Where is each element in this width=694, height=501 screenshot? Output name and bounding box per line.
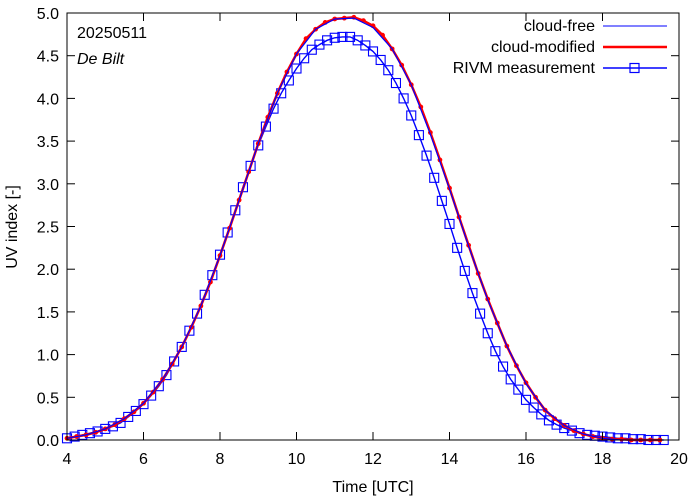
legend-marker-rivm-measurement (629, 62, 640, 74)
data-point-rivm-measurement (375, 54, 386, 66)
data-point-rivm-measurement (383, 65, 394, 76)
data-point-rivm-measurement (130, 405, 141, 417)
data-point-rivm-measurement (169, 356, 180, 367)
data-point-rivm-measurement (444, 218, 455, 229)
data-point-rivm-measurement (528, 402, 539, 413)
data-point-rivm-measurement (138, 399, 149, 410)
data-point-rivm-measurement (360, 40, 371, 51)
data-point-rivm-measurement (436, 195, 447, 206)
data-point-rivm-measurement (390, 77, 402, 89)
x-tick-label: 16 (517, 451, 535, 468)
x-tick-label: 12 (364, 451, 382, 468)
x-tick-label: 8 (216, 451, 225, 468)
data-point-rivm-measurement (452, 242, 463, 253)
data-point-rivm-measurement (429, 172, 440, 183)
x-tick-label: 10 (288, 451, 306, 468)
y-tick-label: 0.0 (37, 433, 59, 450)
data-point-rivm-measurement (153, 381, 164, 392)
data-point-rivm-measurement (421, 150, 432, 161)
annotation-station: De Bilt (77, 51, 125, 68)
y-axis-title: UV index [-] (4, 185, 21, 269)
y-tick-label: 0.5 (37, 390, 59, 407)
data-point-rivm-measurement (520, 394, 532, 405)
data-point-rivm-measurement (245, 160, 256, 171)
ticks-layer: 4 6 8 10 12 14 16 18 20 0.0 0.5 1.0 1.5 2.0 2.5 3.0 3.5 4… (37, 6, 688, 468)
annotation-date: 20250511 (77, 25, 147, 42)
data-point-cloud-modified (619, 436, 625, 442)
data-point-rivm-measurement (176, 341, 187, 352)
data-point-rivm-measurement (513, 384, 524, 395)
data-point-rivm-measurement (497, 361, 509, 372)
data-point-rivm-measurement (352, 35, 363, 46)
legend-label-cloud-free: cloud-free (524, 18, 595, 35)
series-line-cloud-free (66, 17, 660, 441)
x-tick-label: 18 (594, 451, 612, 468)
data-point-rivm-measurement (367, 46, 379, 57)
x-tick-label: 14 (441, 451, 459, 468)
y-tick-label: 2.5 (37, 220, 59, 237)
data-point-rivm-measurement (337, 31, 348, 42)
data-point-rivm-measurement (299, 53, 310, 64)
data-point-rivm-measurement (467, 288, 478, 299)
data-point-rivm-measurement (459, 265, 470, 276)
data-point-rivm-measurement (490, 346, 501, 357)
y-tick-label: 4.5 (37, 49, 59, 66)
data-point-rivm-measurement (406, 110, 417, 121)
y-tick-label: 1.0 (37, 348, 59, 365)
data-point-rivm-measurement (505, 374, 516, 385)
series-layer (61, 14, 669, 446)
data-point-rivm-measurement (398, 93, 409, 104)
data-point-rivm-measurement (161, 370, 172, 381)
x-tick-label: 20 (670, 451, 688, 468)
x-axis-title: Time [UTC] (332, 479, 413, 496)
data-point-rivm-measurement (475, 308, 486, 319)
legend: cloud-free cloud-modified RIVM measureme… (453, 18, 667, 77)
x-tick-label: 6 (139, 451, 148, 468)
y-tick-label: 3.0 (37, 177, 59, 194)
y-tick-label: 1.5 (37, 305, 59, 322)
data-point-rivm-measurement (322, 35, 333, 46)
y-tick-label: 3.5 (37, 134, 59, 151)
y-tick-label: 2.0 (37, 262, 59, 279)
data-point-rivm-measurement (413, 130, 424, 141)
data-point-rivm-measurement (100, 423, 111, 434)
data-point-rivm-measurement (536, 409, 547, 420)
data-point-rivm-measurement (482, 328, 493, 339)
y-tick-label: 4.0 (37, 91, 59, 108)
data-point-rivm-measurement (192, 308, 203, 319)
data-point-rivm-measurement (291, 63, 302, 74)
legend-label-rivm-measurement: RIVM measurement (453, 60, 596, 77)
data-point-rivm-measurement (344, 31, 356, 42)
x-tick-label: 4 (63, 451, 72, 468)
y-tick-label: 5.0 (37, 6, 59, 23)
data-point-rivm-measurement (306, 44, 317, 55)
series-cloud-free (66, 17, 660, 441)
data-point-rivm-measurement (92, 426, 103, 437)
data-point-rivm-measurement (329, 32, 340, 43)
legend-label-cloud-modified: cloud-modified (491, 39, 595, 56)
